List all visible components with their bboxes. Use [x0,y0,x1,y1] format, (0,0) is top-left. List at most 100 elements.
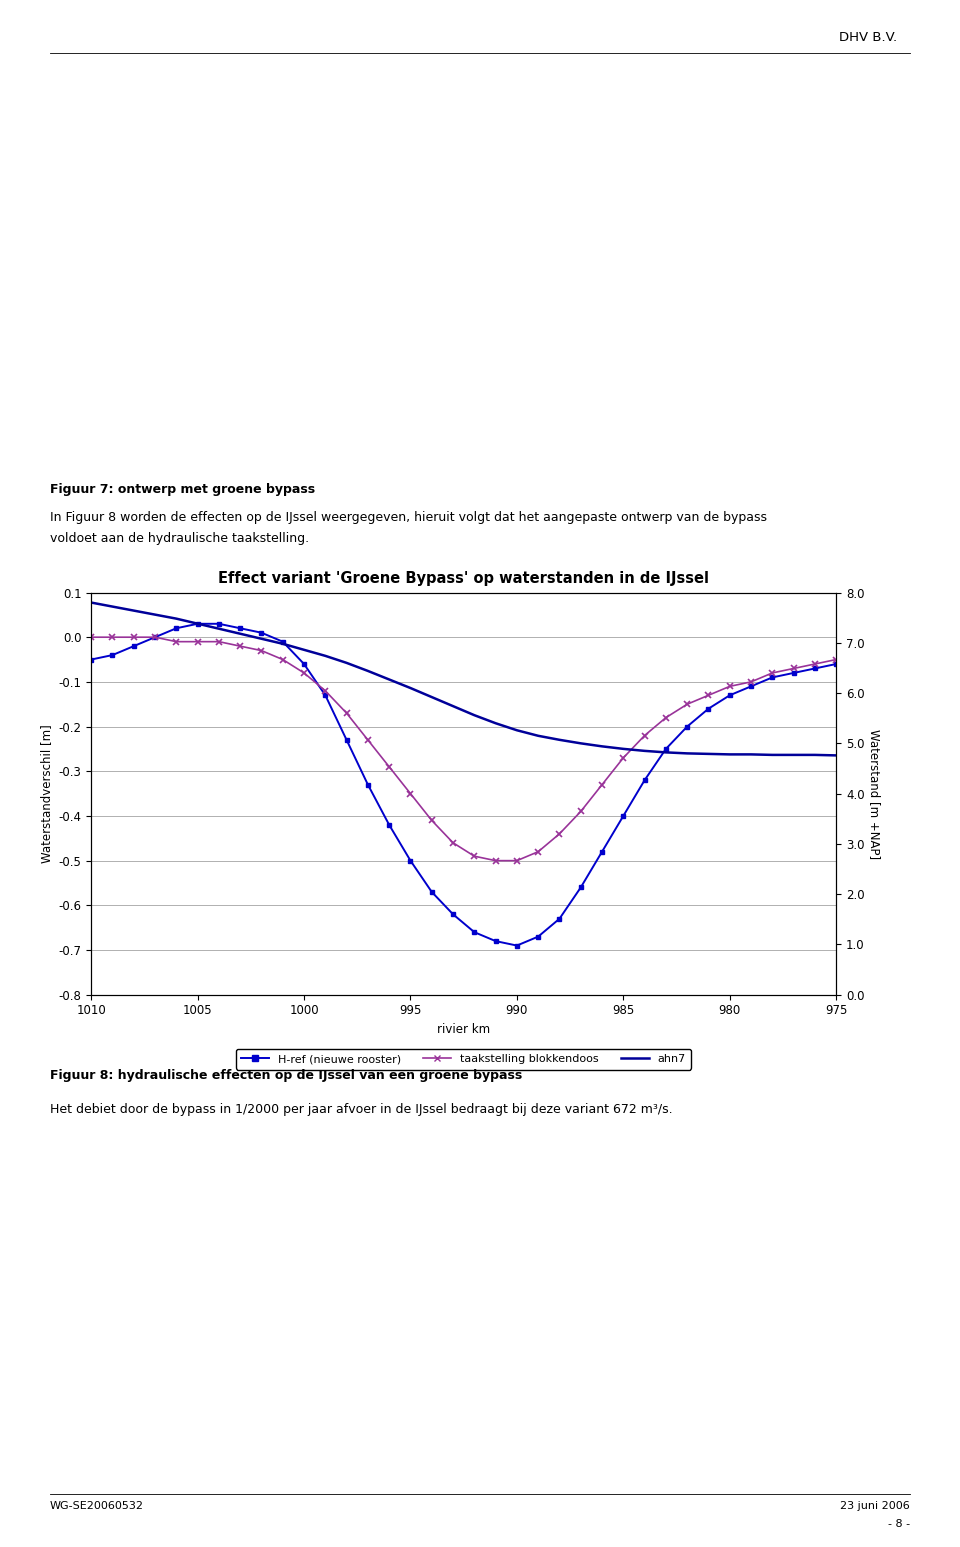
ahn7 [490,715,501,733]
ahn7 [383,670,395,688]
taakstelling blokkendoos [724,678,735,696]
ahn7 [234,625,246,644]
ahn7 [255,630,267,648]
H-ref (nieuwe rooster) [277,633,289,651]
H-ref (nieuwe rooster) [724,685,735,704]
Text: 23 juni 2006: 23 juni 2006 [840,1501,910,1510]
H-ref (nieuwe rooster) [660,739,672,758]
taakstelling blokkendoos [255,642,267,661]
ahn7 [405,679,417,698]
H-ref (nieuwe rooster) [638,770,650,789]
H-ref (nieuwe rooster) [745,678,756,696]
ahn7 [533,727,544,746]
H-ref (nieuwe rooster) [128,637,139,656]
ahn7 [468,705,480,724]
taakstelling blokkendoos [320,682,331,701]
taakstelling blokkendoos [85,628,97,647]
H-ref (nieuwe rooster) [341,730,352,749]
H-ref (nieuwe rooster) [468,924,480,942]
ahn7 [660,743,672,761]
Line: ahn7: ahn7 [91,602,836,755]
taakstelling blokkendoos [468,846,480,865]
ahn7 [447,696,459,715]
taakstelling blokkendoos [766,664,778,682]
taakstelling blokkendoos [234,637,246,656]
H-ref (nieuwe rooster) [788,664,800,682]
taakstelling blokkendoos [745,673,756,692]
Text: Figuur 7: ontwerp met groene bypass: Figuur 7: ontwerp met groene bypass [50,483,315,495]
H-ref (nieuwe rooster) [213,614,225,633]
Line: H-ref (nieuwe rooster): H-ref (nieuwe rooster) [88,622,839,948]
taakstelling blokkendoos [171,633,182,651]
ahn7 [128,602,139,620]
H-ref (nieuwe rooster) [596,843,608,862]
H-ref (nieuwe rooster) [107,645,118,664]
taakstelling blokkendoos [809,654,821,673]
H-ref (nieuwe rooster) [320,685,331,704]
ahn7 [511,721,522,739]
ahn7 [703,744,714,763]
taakstelling blokkendoos [299,664,310,682]
H-ref (nieuwe rooster) [192,614,204,633]
H-ref (nieuwe rooster) [533,927,544,945]
H-ref (nieuwe rooster) [383,815,395,834]
H-ref (nieuwe rooster) [490,931,501,950]
H-ref (nieuwe rooster) [362,775,373,794]
ahn7 [426,688,438,707]
taakstelling blokkendoos [128,628,139,647]
ahn7 [171,610,182,628]
ahn7 [596,736,608,755]
taakstelling blokkendoos [575,803,587,821]
H-ref (nieuwe rooster) [447,905,459,924]
Y-axis label: Waterstand [m +NAP]: Waterstand [m +NAP] [868,729,881,859]
H-ref (nieuwe rooster) [554,910,565,928]
H-ref (nieuwe rooster) [150,628,161,647]
taakstelling blokkendoos [150,628,161,647]
taakstelling blokkendoos [617,749,629,767]
H-ref (nieuwe rooster) [426,883,438,902]
H-ref (nieuwe rooster) [299,654,310,673]
Text: - 8 -: - 8 - [888,1519,910,1528]
ahn7 [320,647,331,665]
taakstelling blokkendoos [533,843,544,862]
ahn7 [617,739,629,758]
ahn7 [554,730,565,749]
Text: In Figuur 8 worden de effecten op de IJssel weergegeven, hieruit volgt dat het a: In Figuur 8 worden de effecten op de IJs… [50,511,767,523]
ahn7 [809,746,821,764]
ahn7 [788,746,800,764]
H-ref (nieuwe rooster) [511,936,522,954]
H-ref (nieuwe rooster) [766,668,778,687]
ahn7 [638,741,650,760]
H-ref (nieuwe rooster) [234,619,246,637]
taakstelling blokkendoos [362,730,373,749]
H-ref (nieuwe rooster) [405,851,417,869]
H-ref (nieuwe rooster) [617,806,629,825]
taakstelling blokkendoos [213,633,225,651]
H-ref (nieuwe rooster) [255,623,267,642]
taakstelling blokkendoos [638,726,650,744]
ahn7 [766,746,778,764]
taakstelling blokkendoos [192,633,204,651]
Text: Het debiet door de bypass in 1/2000 per jaar afvoer in de IJssel bedraagt bij de: Het debiet door de bypass in 1/2000 per … [50,1103,673,1115]
taakstelling blokkendoos [511,851,522,869]
X-axis label: rivier km: rivier km [437,1023,491,1036]
taakstelling blokkendoos [490,851,501,869]
taakstelling blokkendoos [788,659,800,678]
ahn7 [830,746,842,764]
ahn7 [192,614,204,633]
H-ref (nieuwe rooster) [809,659,821,678]
H-ref (nieuwe rooster) [682,718,693,736]
ahn7 [575,735,587,753]
ahn7 [341,653,352,671]
taakstelling blokkendoos [426,811,438,829]
taakstelling blokkendoos [277,650,289,668]
taakstelling blokkendoos [447,834,459,852]
ahn7 [213,619,225,637]
Text: WG-SE20060532: WG-SE20060532 [50,1501,144,1510]
ahn7 [85,593,97,611]
taakstelling blokkendoos [383,758,395,777]
H-ref (nieuwe rooster) [575,879,587,897]
ahn7 [362,662,373,681]
H-ref (nieuwe rooster) [830,654,842,673]
taakstelling blokkendoos [703,685,714,704]
